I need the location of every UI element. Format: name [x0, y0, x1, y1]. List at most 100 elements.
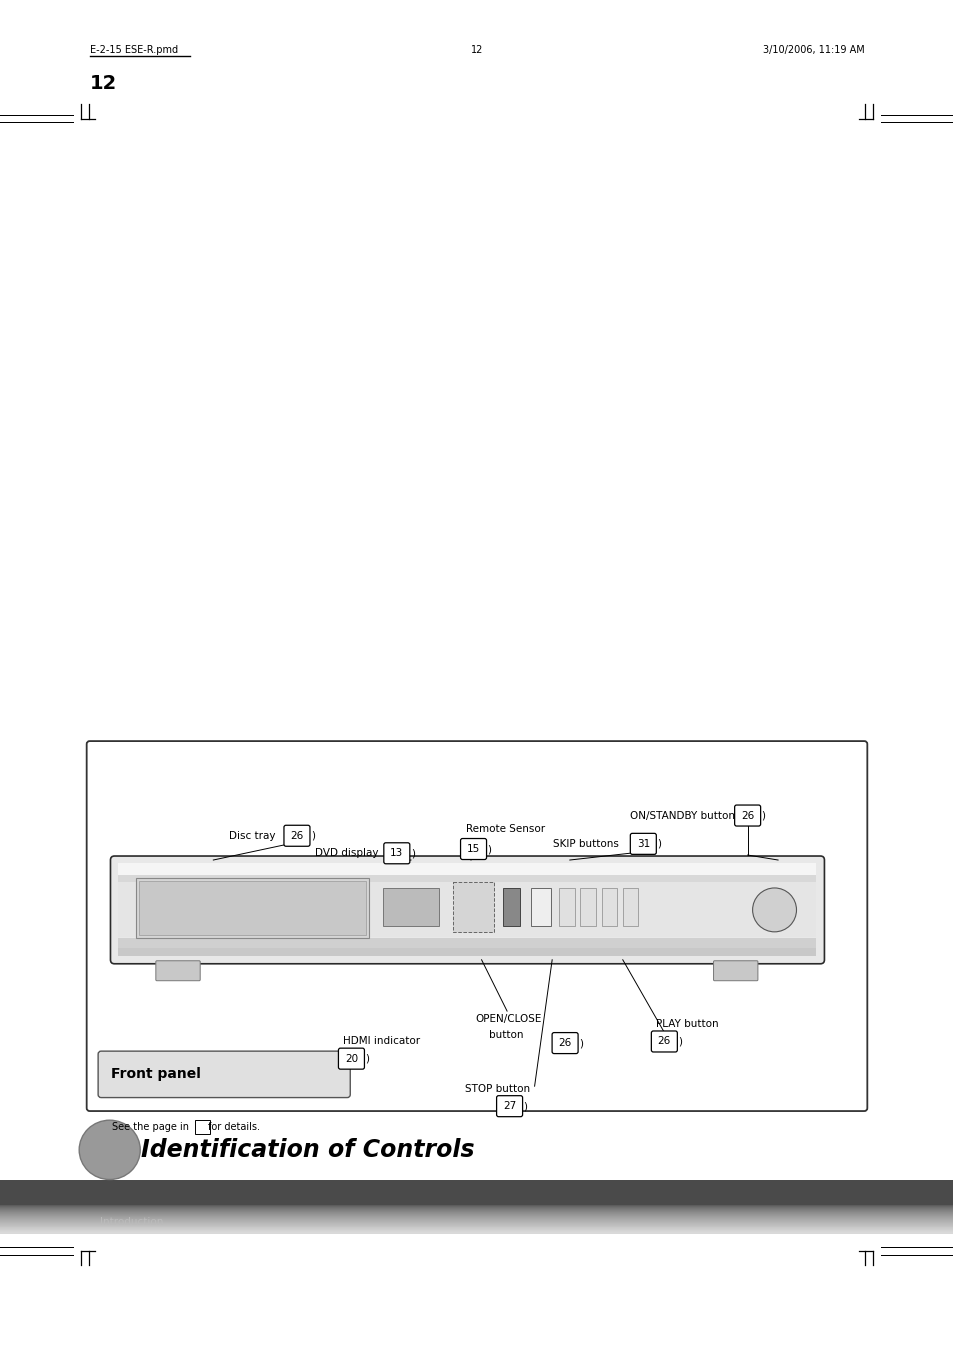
- Text: DVD display: DVD display: [314, 848, 378, 859]
- Text: 12: 12: [471, 44, 482, 55]
- Text: Disc tray: Disc tray: [229, 830, 275, 841]
- Bar: [0, 1180, 953, 1204]
- Text: Remote Sensor: Remote Sensor: [465, 824, 544, 834]
- Text: See the page in: See the page in: [112, 1122, 189, 1132]
- Bar: [0, 1219, 953, 1220]
- Bar: [0, 1204, 953, 1205]
- Bar: [0, 1228, 953, 1229]
- Bar: [118, 875, 816, 883]
- Bar: [0, 1206, 953, 1208]
- FancyBboxPatch shape: [98, 1051, 350, 1097]
- Bar: [118, 938, 816, 950]
- Ellipse shape: [752, 888, 796, 931]
- Bar: [601, 888, 617, 926]
- FancyBboxPatch shape: [734, 805, 760, 826]
- Bar: [0, 1217, 953, 1219]
- Bar: [0, 1229, 953, 1231]
- Bar: [0, 1220, 953, 1223]
- Text: PLAY button: PLAY button: [656, 1019, 719, 1030]
- FancyBboxPatch shape: [713, 961, 757, 981]
- Bar: [0, 1232, 953, 1233]
- Bar: [0, 1224, 953, 1227]
- FancyBboxPatch shape: [460, 838, 486, 860]
- FancyBboxPatch shape: [497, 1096, 522, 1116]
- Bar: [622, 888, 638, 926]
- Bar: [0, 1205, 953, 1206]
- Text: ): ): [678, 1037, 681, 1046]
- Text: SKIP buttons: SKIP buttons: [553, 838, 618, 849]
- Text: OPEN/CLOSE: OPEN/CLOSE: [475, 1014, 541, 1024]
- Text: E-2-15 ESE-R.pmd: E-2-15 ESE-R.pmd: [90, 44, 177, 55]
- Bar: [0, 1223, 953, 1224]
- Bar: [0, 1216, 953, 1217]
- Bar: [382, 888, 438, 926]
- Text: ): ): [311, 830, 314, 841]
- Ellipse shape: [79, 1120, 140, 1180]
- FancyBboxPatch shape: [284, 825, 310, 847]
- Text: 26: 26: [740, 810, 754, 821]
- Bar: [118, 882, 816, 937]
- Bar: [138, 882, 365, 934]
- Text: ): ): [523, 1101, 527, 1111]
- Text: ): ): [411, 848, 415, 859]
- Bar: [579, 888, 596, 926]
- Text: for details.: for details.: [208, 1122, 260, 1132]
- Bar: [0, 1209, 953, 1212]
- Bar: [453, 882, 494, 931]
- Text: ): ): [365, 1054, 369, 1064]
- Text: ON/STANDBY button: ON/STANDBY button: [629, 810, 734, 821]
- FancyBboxPatch shape: [155, 961, 200, 981]
- Bar: [0, 1225, 953, 1227]
- Bar: [0, 1208, 953, 1209]
- Bar: [0, 1209, 953, 1211]
- FancyBboxPatch shape: [87, 741, 866, 1111]
- Text: HDMI indicator: HDMI indicator: [343, 1035, 420, 1046]
- Bar: [135, 878, 368, 938]
- Text: 26: 26: [657, 1037, 670, 1046]
- Text: Introduction: Introduction: [100, 1216, 163, 1227]
- Bar: [0, 1224, 953, 1225]
- Text: STOP button: STOP button: [464, 1084, 529, 1095]
- Bar: [531, 888, 550, 926]
- Bar: [0, 1213, 953, 1215]
- FancyBboxPatch shape: [630, 833, 656, 855]
- Text: 26: 26: [290, 830, 303, 841]
- Text: 13: 13: [390, 848, 403, 859]
- Bar: [0, 1211, 953, 1212]
- FancyBboxPatch shape: [552, 1033, 578, 1054]
- Bar: [0, 1215, 953, 1216]
- Text: ): ): [487, 844, 491, 855]
- Text: ): ): [760, 810, 765, 821]
- Text: ): ): [578, 1038, 582, 1049]
- Text: 31: 31: [636, 838, 649, 849]
- FancyBboxPatch shape: [651, 1031, 677, 1051]
- Bar: [0, 1228, 953, 1229]
- Text: ): ): [657, 838, 660, 849]
- Text: Identification of Controls: Identification of Controls: [141, 1138, 475, 1162]
- FancyBboxPatch shape: [338, 1049, 364, 1069]
- Bar: [118, 948, 816, 956]
- Text: 27: 27: [502, 1101, 516, 1111]
- Bar: [0, 1232, 953, 1233]
- Bar: [0, 1231, 953, 1232]
- Bar: [0, 1221, 953, 1223]
- Bar: [118, 863, 816, 876]
- FancyBboxPatch shape: [383, 842, 410, 864]
- Bar: [0, 1227, 953, 1228]
- Bar: [0, 1217, 953, 1219]
- Bar: [502, 888, 519, 926]
- Text: 26: 26: [558, 1038, 571, 1049]
- Bar: [0, 1212, 953, 1213]
- FancyBboxPatch shape: [111, 856, 823, 964]
- Text: 20: 20: [345, 1054, 357, 1064]
- Bar: [0, 1213, 953, 1215]
- Text: 15: 15: [466, 844, 479, 855]
- Text: button: button: [489, 1030, 523, 1041]
- Bar: [558, 888, 574, 926]
- Bar: [0, 1220, 953, 1221]
- Text: 12: 12: [90, 74, 117, 93]
- Text: 3/10/2006, 11:19 AM: 3/10/2006, 11:19 AM: [761, 44, 863, 55]
- Bar: [0, 1205, 953, 1208]
- Text: Front panel: Front panel: [111, 1068, 201, 1081]
- Bar: [194, 1120, 210, 1134]
